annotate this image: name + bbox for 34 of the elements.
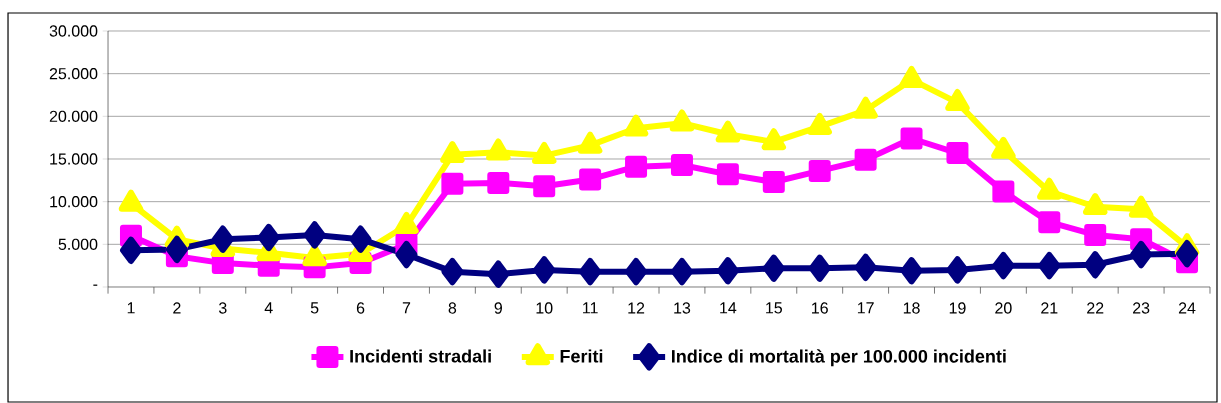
x-tick-label: 8 <box>448 302 457 314</box>
x-tick-label: 15 <box>766 302 783 314</box>
legend-label: Incidenti stradali <box>350 349 491 363</box>
y-tick-label: - <box>93 284 98 286</box>
x-tick-label: 6 <box>356 302 365 314</box>
x-tick-label: 20 <box>995 302 1012 314</box>
x-tick-label: 4 <box>264 302 273 314</box>
y-tick-label: 10.000 <box>50 196 98 208</box>
x-tick-label: 18 <box>903 302 920 314</box>
y-tick-label: 5.000 <box>58 238 98 250</box>
y-tick-label: 15.000 <box>50 153 98 165</box>
legend-label: Indice di mortalità per 100.000 incidenti <box>672 349 1006 367</box>
x-tick-label: 12 <box>628 302 645 314</box>
x-tick-label: 5 <box>310 302 319 314</box>
x-tick-label: 13 <box>674 302 691 314</box>
x-tick-label: 1 <box>127 302 135 314</box>
x-tick-label: 11 <box>583 302 598 314</box>
x-tick-label: 19 <box>949 302 966 314</box>
x-tick-label: 16 <box>812 302 828 314</box>
x-tick-label: 3 <box>218 302 227 314</box>
x-tick-label: 7 <box>402 302 411 314</box>
x-tick-label: 22 <box>1087 302 1104 314</box>
y-tick-label: 25.000 <box>49 68 98 80</box>
x-tick-label: 17 <box>857 302 874 314</box>
x-tick-label: 23 <box>1133 302 1150 314</box>
x-tick-label: 2 <box>173 302 181 314</box>
x-tick-label: 21 <box>1041 302 1058 314</box>
x-tick-label: 10 <box>536 302 553 314</box>
x-tick-label: 24 <box>1178 302 1196 314</box>
x-tick-label: 14 <box>720 302 737 314</box>
x-tick-label: 9 <box>494 302 502 314</box>
legend-label: Feriti <box>560 349 603 363</box>
y-tick-label: 20.000 <box>49 110 98 122</box>
y-tick-label: 30.000 <box>49 25 98 37</box>
